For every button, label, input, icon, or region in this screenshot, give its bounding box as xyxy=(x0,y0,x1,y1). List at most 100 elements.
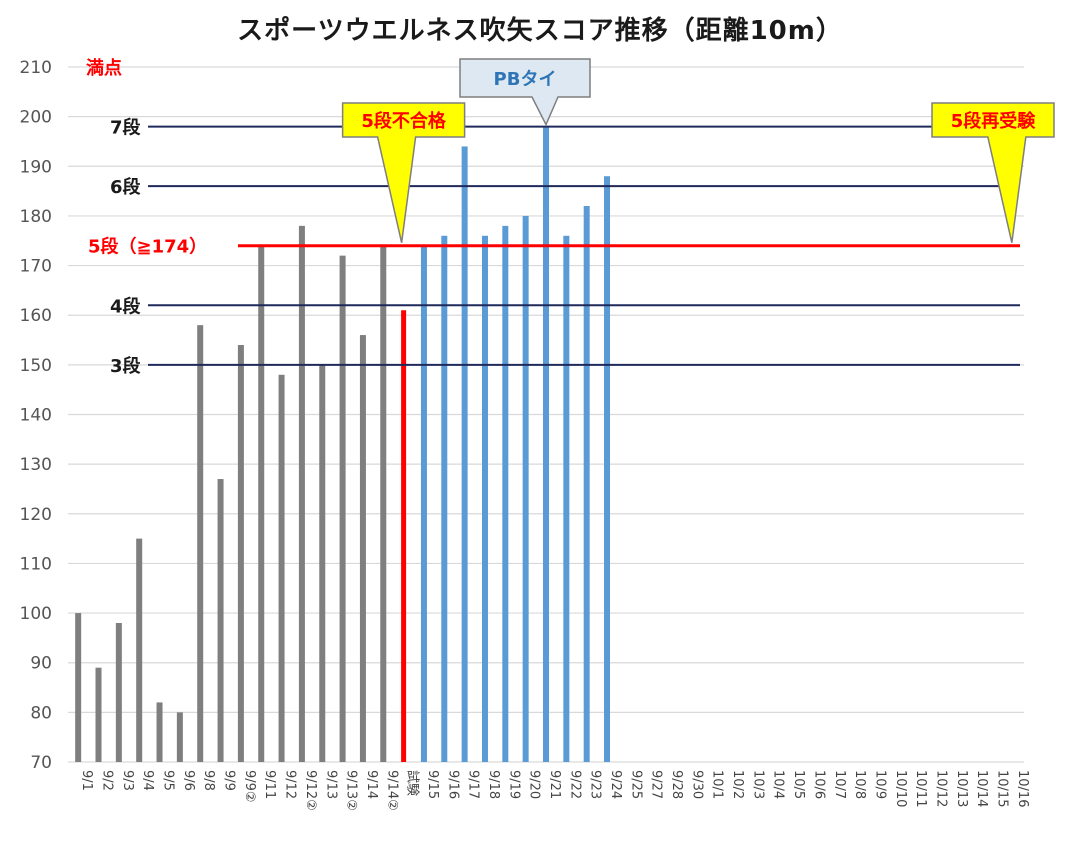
x-tick-label: 10/4 xyxy=(771,770,786,799)
y-tick-label: 120 xyxy=(20,505,52,525)
x-tick-label: 9/28 xyxy=(669,770,684,799)
y-tick-label: 150 xyxy=(20,356,52,376)
y-tick-label: 200 xyxy=(20,108,52,128)
x-tick-label: 9/14 xyxy=(364,770,379,799)
callout-yellow xyxy=(341,102,466,243)
x-tick-label: 9/23 xyxy=(588,770,603,799)
x-tick-label: 9/15 xyxy=(425,770,440,799)
bar xyxy=(136,538,143,762)
x-tick-label: 9/16 xyxy=(445,770,460,799)
bar xyxy=(237,345,244,762)
x-tick-label: 9/6 xyxy=(181,770,196,791)
callout-text: 5段再受験 xyxy=(951,110,1037,132)
x-tick-label: 9/9② xyxy=(242,770,257,803)
bar xyxy=(217,479,224,762)
bar xyxy=(563,235,570,763)
x-tick-label: 9/27 xyxy=(649,770,664,799)
bar xyxy=(441,235,448,763)
y-tick-label: 100 xyxy=(20,604,52,624)
x-tick-label: 9/8 xyxy=(201,770,216,791)
level-label: 3段 xyxy=(110,355,142,377)
x-tick-label: 10/6 xyxy=(811,770,826,799)
bar xyxy=(298,225,305,762)
bar xyxy=(95,667,102,762)
x-tick-label: 9/1 xyxy=(79,770,94,791)
x-tick-label: 10/5 xyxy=(791,770,806,799)
x-tick-label: 9/4 xyxy=(140,770,155,791)
x-tick-label: 10/8 xyxy=(852,770,867,799)
callout-text: 5段不合格 xyxy=(361,110,447,132)
x-tick-label: 10/1 xyxy=(710,770,725,799)
bar xyxy=(319,364,326,762)
x-tick-label: 10/11 xyxy=(913,770,928,807)
x-tick-label: 10/13 xyxy=(954,770,969,807)
x-tick-label: 9/25 xyxy=(628,770,643,799)
bar xyxy=(359,335,366,762)
bar xyxy=(502,225,509,762)
bar xyxy=(156,702,163,762)
level-label: 4段 xyxy=(110,295,142,317)
y-tick-label: 170 xyxy=(20,257,52,277)
x-tick-label: 9/20 xyxy=(527,770,542,799)
callout-text: PBタイ xyxy=(494,69,557,90)
bar xyxy=(481,235,488,763)
x-tick-label: 10/12 xyxy=(933,770,948,807)
x-tick-label: 9/13 xyxy=(323,770,338,799)
x-tick-label: 10/9 xyxy=(872,770,887,799)
x-tick-label: 10/10 xyxy=(893,770,908,807)
x-tick-label: 9/19 xyxy=(506,770,521,799)
bar xyxy=(420,245,427,762)
bar xyxy=(176,712,183,762)
x-tick-label: 9/30 xyxy=(689,770,704,799)
bar xyxy=(197,325,204,762)
x-tick-label: 9/12 xyxy=(283,770,298,799)
y-tick-label: 70 xyxy=(30,753,52,773)
bar xyxy=(75,613,82,762)
bar xyxy=(258,245,265,762)
bar xyxy=(115,623,122,762)
y-tick-label: 80 xyxy=(30,703,52,723)
y-tick-label: 210 xyxy=(20,58,52,78)
x-tick-label: 10/16 xyxy=(1015,770,1030,807)
bar xyxy=(543,126,549,763)
x-tick-label: 9/17 xyxy=(466,770,481,799)
y-tick-label: 180 xyxy=(20,207,52,227)
y-tick-label: 130 xyxy=(20,455,52,475)
level-label: 満点 xyxy=(86,57,122,79)
x-tick-label: 9/14② xyxy=(384,770,399,811)
x-tick-label: 9/24 xyxy=(608,770,623,799)
x-tick-label: 10/2 xyxy=(730,770,745,799)
callout-yellow xyxy=(931,102,1055,243)
y-tick-label: 90 xyxy=(30,654,52,674)
x-tick-label: 9/22 xyxy=(567,770,582,799)
y-tick-label: 190 xyxy=(20,157,52,177)
bar xyxy=(604,176,611,762)
x-tick-label: 試験 xyxy=(405,770,421,796)
chart-title: スポーツウエルネス吹矢スコア推移（距離10m） xyxy=(237,16,843,46)
x-tick-label: 10/3 xyxy=(750,770,765,799)
level-label: 5段（≧174） xyxy=(88,236,207,258)
x-tick-label: 9/21 xyxy=(547,770,562,799)
bar xyxy=(380,245,387,762)
x-tick-label: 9/13② xyxy=(344,770,359,811)
x-tick-label: 9/12② xyxy=(303,770,318,811)
x-tick-label: 10/7 xyxy=(832,770,847,799)
level-label: 7段 xyxy=(110,117,142,139)
x-tick-label: 10/15 xyxy=(994,770,1009,807)
x-tick-label: 9/11 xyxy=(262,770,277,799)
bar xyxy=(522,215,529,762)
x-tick-label: 9/18 xyxy=(486,770,501,799)
bar xyxy=(583,206,590,762)
y-tick-label: 140 xyxy=(20,406,52,426)
bar-exam xyxy=(401,310,407,762)
x-tick-label: 10/14 xyxy=(974,770,989,807)
y-tick-label: 110 xyxy=(20,554,52,574)
bar xyxy=(278,374,285,762)
bar xyxy=(339,255,346,762)
y-tick-label: 160 xyxy=(20,306,52,326)
x-tick-label: 9/9 xyxy=(222,770,237,791)
level-label: 6段 xyxy=(110,176,142,198)
x-tick-label: 9/2 xyxy=(100,770,115,791)
bar xyxy=(461,146,468,762)
